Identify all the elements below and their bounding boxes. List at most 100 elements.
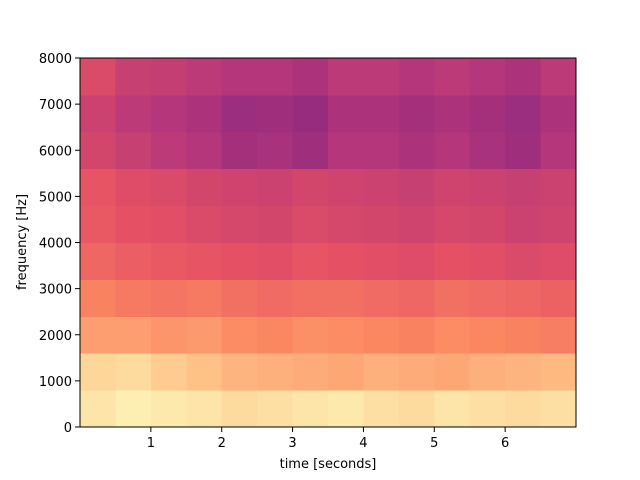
heatmap-cell (150, 168, 187, 207)
heatmap-cell (505, 168, 542, 207)
heatmap-cell (505, 131, 542, 170)
heatmap-cell (398, 131, 435, 170)
heatmap-cell (80, 205, 116, 243)
heatmap-cell (398, 390, 435, 428)
heatmap-cell (150, 279, 187, 317)
heatmap-cell (505, 94, 542, 133)
heatmap-cell (150, 316, 187, 354)
heatmap-cell (328, 131, 364, 170)
heatmap-cell (540, 279, 577, 317)
heatmap-cell (469, 242, 506, 280)
heatmap-cell (363, 279, 400, 317)
heatmap-cell (80, 131, 116, 170)
heatmap-cell (80, 242, 116, 280)
heatmap-cell (328, 279, 364, 317)
heatmap-cell (150, 205, 187, 243)
heatmap-cell (80, 94, 116, 133)
heatmap-cell (328, 94, 364, 133)
heatmap-cell (221, 316, 258, 354)
heatmap-cell (540, 131, 577, 170)
heatmap-cell (434, 390, 471, 428)
heatmap-cell (540, 205, 577, 243)
y-tick-label: 4000 (39, 237, 72, 252)
heatmap-cell (292, 94, 329, 133)
x-tick-label: 2 (218, 436, 226, 451)
heatmap-cell (469, 58, 506, 96)
heatmap-cell (363, 94, 400, 133)
heatmap-cell (540, 168, 577, 207)
heatmap-cell (398, 316, 435, 354)
heatmap-cell (257, 58, 294, 96)
heatmap-cell (328, 390, 364, 428)
heatmap-cell (363, 242, 400, 280)
heatmap-cell (186, 131, 223, 170)
heatmap-cell (221, 390, 258, 428)
heatmap-cell (540, 94, 577, 133)
x-tick-label: 4 (359, 436, 367, 451)
heatmap-cell (505, 390, 542, 428)
heatmap-cell (398, 205, 435, 243)
heatmap-cell (80, 58, 116, 96)
heatmap-cell (363, 205, 400, 243)
heatmap-cell (257, 205, 294, 243)
heatmap-cell (540, 316, 577, 354)
heatmap-cell (186, 316, 223, 354)
heatmap-cell (398, 94, 435, 133)
heatmap-cell (257, 168, 294, 207)
heatmap-cell (115, 205, 152, 243)
heatmap-cell (469, 353, 506, 391)
heatmap-cell (505, 242, 542, 280)
heatmap-cell (186, 390, 223, 428)
heatmap-cell (150, 58, 187, 96)
heatmap-cell (80, 390, 116, 428)
y-tick-label: 0 (64, 421, 72, 436)
heatmap-cell (221, 353, 258, 391)
y-tick-label: 2000 (39, 329, 72, 344)
y-axis-label: frequency [Hz] (15, 194, 30, 290)
heatmap-cell (540, 353, 577, 391)
heatmap-cell (328, 168, 364, 207)
y-tick-label: 7000 (39, 98, 72, 113)
heatmap-cell (292, 353, 329, 391)
heatmap-cell (328, 58, 364, 96)
heatmap-cell (540, 58, 577, 96)
heatmap-cell (540, 390, 577, 428)
heatmap-cell (221, 168, 258, 207)
heatmap-cell (292, 58, 329, 96)
heatmap-cell (434, 58, 471, 96)
heatmap-cell (80, 279, 116, 317)
heatmap-cell (292, 316, 329, 354)
heatmap-cell (257, 279, 294, 317)
heatmap-cell (80, 168, 116, 207)
x-tick-label: 3 (288, 436, 296, 451)
heatmap-cell (115, 316, 152, 354)
heatmap-cell (434, 279, 471, 317)
y-tick-label: 3000 (39, 283, 72, 298)
heatmap-cell (292, 205, 329, 243)
heatmap-cell (292, 390, 329, 428)
heatmap-cell (150, 94, 187, 133)
heatmap-cell (150, 131, 187, 170)
heatmap-cell (434, 131, 471, 170)
heatmap-cell (505, 353, 542, 391)
heatmap-cell (505, 279, 542, 317)
heatmap-cell (186, 58, 223, 96)
heatmap-cell (328, 205, 364, 243)
heatmap-cell (80, 316, 116, 354)
heatmap-cell (292, 131, 329, 170)
x-tick-label: 5 (430, 436, 438, 451)
heatmap-cell (115, 168, 152, 207)
heatmap-cell (469, 390, 506, 428)
heatmap-cell (398, 58, 435, 96)
heatmap-cell (398, 242, 435, 280)
heatmap-cell (186, 279, 223, 317)
heatmap-cell (469, 205, 506, 243)
heatmap-cell (363, 131, 400, 170)
heatmap-cell (434, 94, 471, 133)
heatmap-cell (398, 168, 435, 207)
heatmap-cell (257, 242, 294, 280)
heatmap-cell (363, 168, 400, 207)
y-tick-label: 6000 (39, 144, 72, 159)
y-tick-label: 8000 (39, 52, 72, 67)
